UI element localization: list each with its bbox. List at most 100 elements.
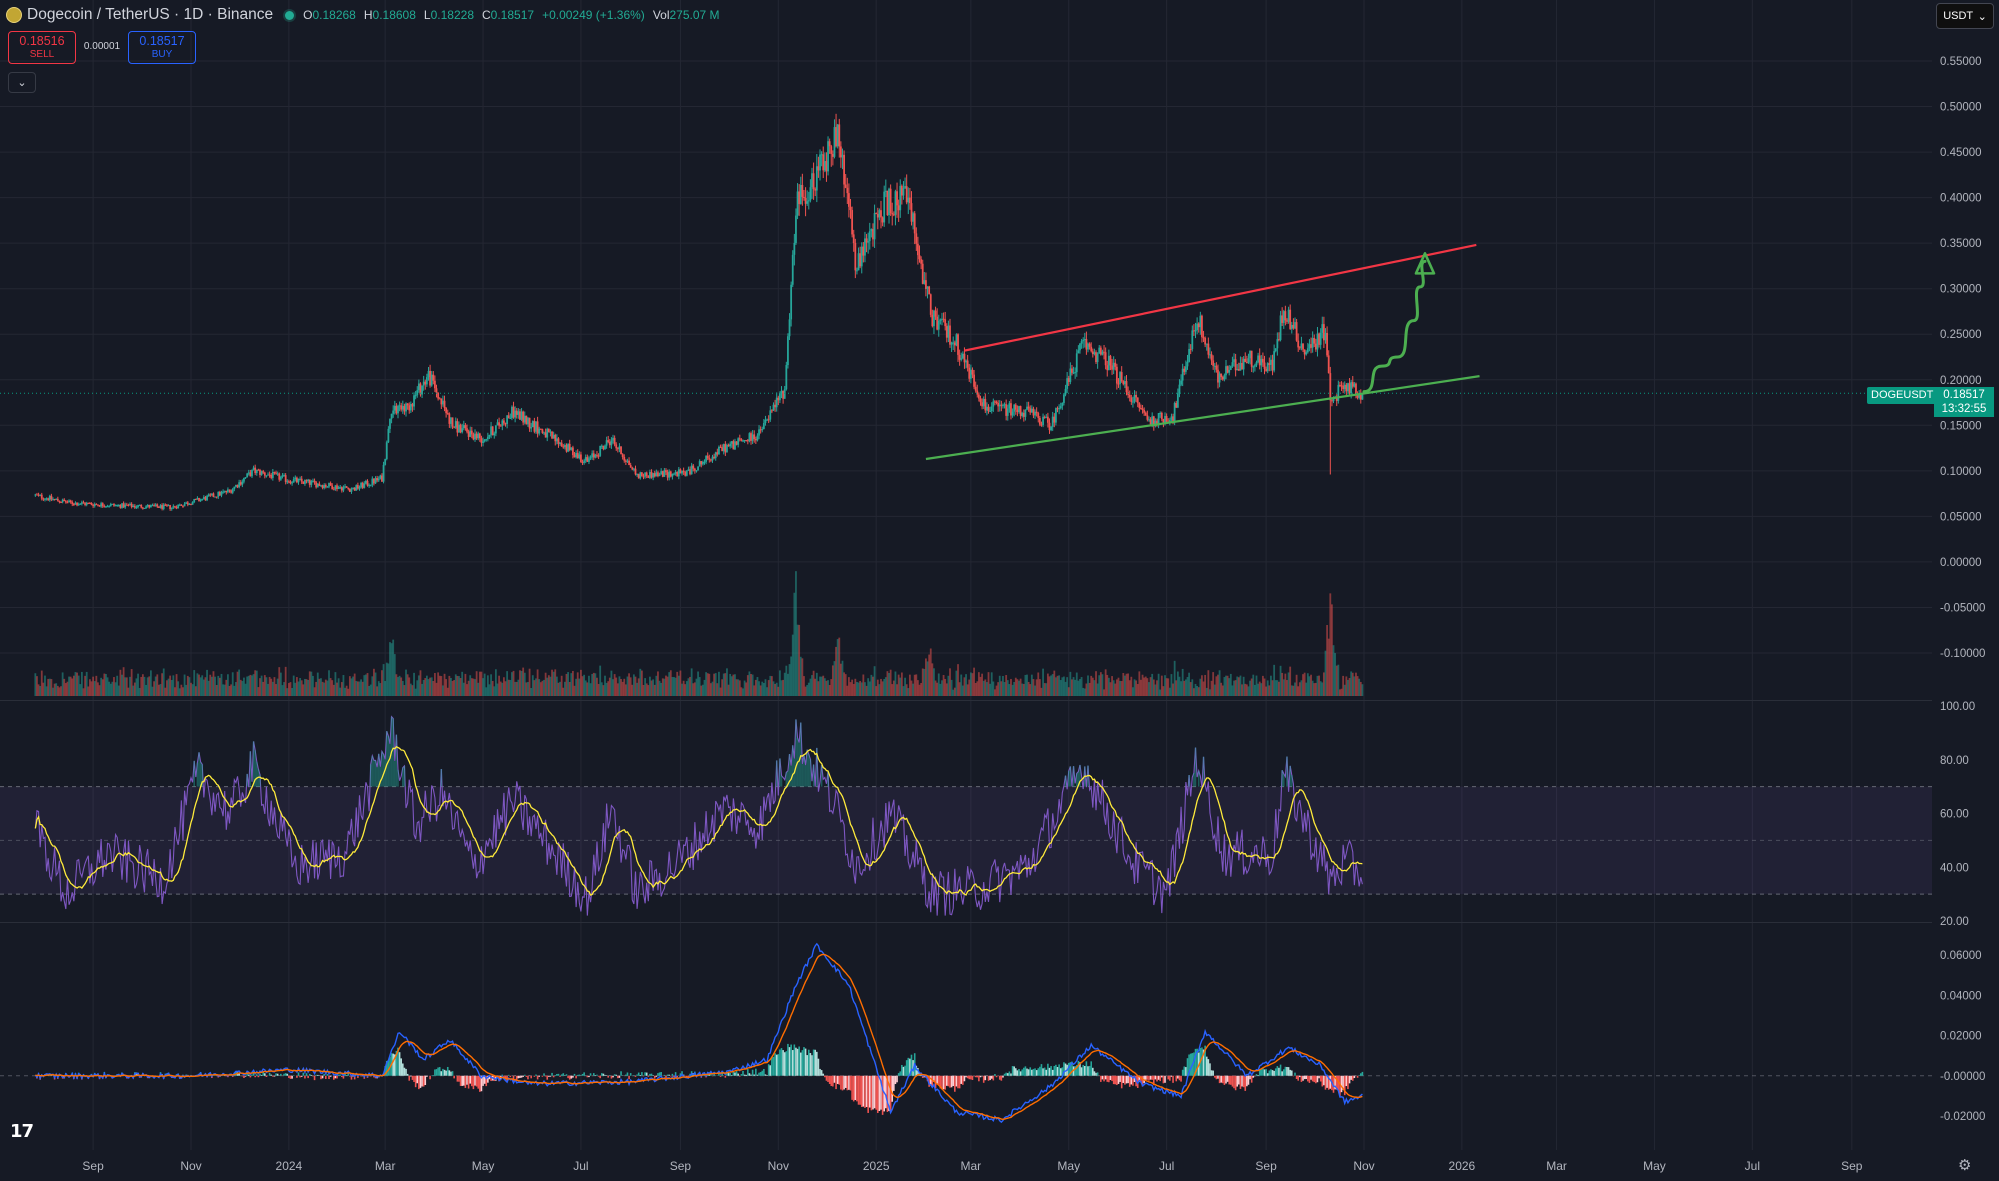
candle-body: [1164, 416, 1166, 424]
volume-bar: [1090, 675, 1093, 696]
candle-body: [1253, 365, 1256, 367]
candle-body: [1356, 394, 1359, 398]
candle-body: [445, 407, 448, 414]
volume-bar: [137, 673, 139, 696]
volume-bar: [563, 681, 566, 696]
sell-label: SELL: [29, 48, 55, 60]
volume-bar: [701, 684, 704, 696]
volume-bar: [76, 672, 78, 696]
candle-body: [782, 390, 785, 399]
volume-bar: [209, 674, 212, 696]
volume-bar: [178, 688, 181, 696]
time-axis-tick: Jul: [573, 1159, 588, 1173]
volume-bar: [1181, 668, 1184, 696]
candle-body: [503, 420, 505, 424]
candle-body: [1176, 393, 1179, 408]
volume-bar: [875, 686, 878, 696]
volume-bar: [562, 687, 565, 696]
collapse-legend-button[interactable]: ⌄: [8, 72, 36, 93]
candle-body: [382, 464, 385, 482]
candle-body: [448, 413, 451, 424]
candle-body: [1111, 365, 1113, 370]
candle-body: [259, 469, 261, 475]
candle-body: [1284, 311, 1287, 321]
volume-bar: [1095, 671, 1097, 696]
candle-body: [891, 213, 894, 215]
candle-body: [753, 434, 756, 439]
volume-bar: [251, 675, 253, 696]
gear-icon[interactable]: ⚙: [1958, 1157, 1972, 1174]
volume-bar: [206, 669, 208, 696]
candle-body: [992, 401, 995, 407]
candle-body: [1021, 412, 1024, 416]
candle-body: [384, 459, 387, 465]
volume-bar: [1143, 677, 1146, 696]
volume-bar: [544, 672, 547, 696]
candle-body: [1289, 309, 1292, 329]
candle-body: [519, 411, 521, 420]
candle-body: [185, 502, 188, 504]
volume-bar: [289, 682, 292, 696]
candle-body: [342, 487, 345, 491]
candle-body: [71, 502, 74, 505]
volume-bar: [650, 680, 653, 696]
volume-bar: [363, 675, 366, 696]
volume-bar: [369, 684, 372, 696]
symbol-title[interactable]: Dogecoin / TetherUS · 1D · Binance: [27, 6, 274, 23]
volume-bar: [231, 672, 234, 696]
candle-body: [159, 505, 162, 508]
candle-body: [355, 485, 358, 491]
candle-body: [732, 441, 735, 450]
candle-body: [244, 477, 247, 479]
volume-bar: [660, 682, 663, 696]
tradingview-logo[interactable]: 17: [10, 1121, 34, 1142]
candle-body: [1151, 416, 1154, 425]
volume-bar: [312, 675, 314, 696]
volume-bar: [1306, 673, 1309, 696]
volume-bar: [1199, 678, 1202, 696]
candle-body: [214, 496, 216, 498]
volume-bar: [174, 687, 176, 696]
volume-bar: [304, 678, 306, 696]
volume-bar: [1282, 679, 1285, 696]
candle-body: [97, 504, 99, 506]
candle-body: [618, 446, 621, 450]
volume-bar: [1082, 687, 1085, 696]
candle-body: [904, 186, 906, 189]
sell-button[interactable]: 0.18516 SELL: [8, 31, 76, 64]
candle-body: [313, 480, 316, 483]
volume-bar: [1356, 676, 1359, 696]
volume-bar: [122, 667, 125, 696]
volume-bar: [1003, 682, 1006, 696]
volume-bar: [108, 681, 111, 696]
volume-bar: [531, 675, 534, 696]
volume-bar: [493, 686, 496, 696]
candle-body: [268, 474, 271, 476]
volume-bar: [1194, 683, 1197, 696]
currency-selector[interactable]: USDT ⌄: [1936, 3, 1994, 29]
volume-bar: [746, 675, 749, 696]
volume-bar: [546, 677, 549, 696]
candle-body: [432, 374, 435, 381]
candle-body: [953, 342, 956, 346]
candle-body: [913, 213, 916, 234]
candle-body: [174, 506, 176, 508]
rsi-line: [34, 715, 1363, 916]
candle-body: [1278, 339, 1280, 341]
volume-bar: [243, 677, 245, 696]
candle-body: [644, 472, 647, 477]
volume-bar: [1305, 682, 1308, 696]
volume-bar: [841, 660, 844, 696]
volume-bar: [504, 681, 507, 696]
volume-bar: [950, 679, 953, 696]
volume-bar: [360, 679, 362, 696]
buy-button[interactable]: 0.18517 BUY: [128, 31, 196, 64]
candle-body: [1035, 411, 1038, 414]
volume-bar: [897, 674, 900, 696]
bar-countdown: 13:32:55: [1941, 403, 1987, 415]
candle-body: [889, 188, 892, 214]
volume-bar: [1091, 677, 1094, 696]
volume-bar: [284, 666, 287, 696]
